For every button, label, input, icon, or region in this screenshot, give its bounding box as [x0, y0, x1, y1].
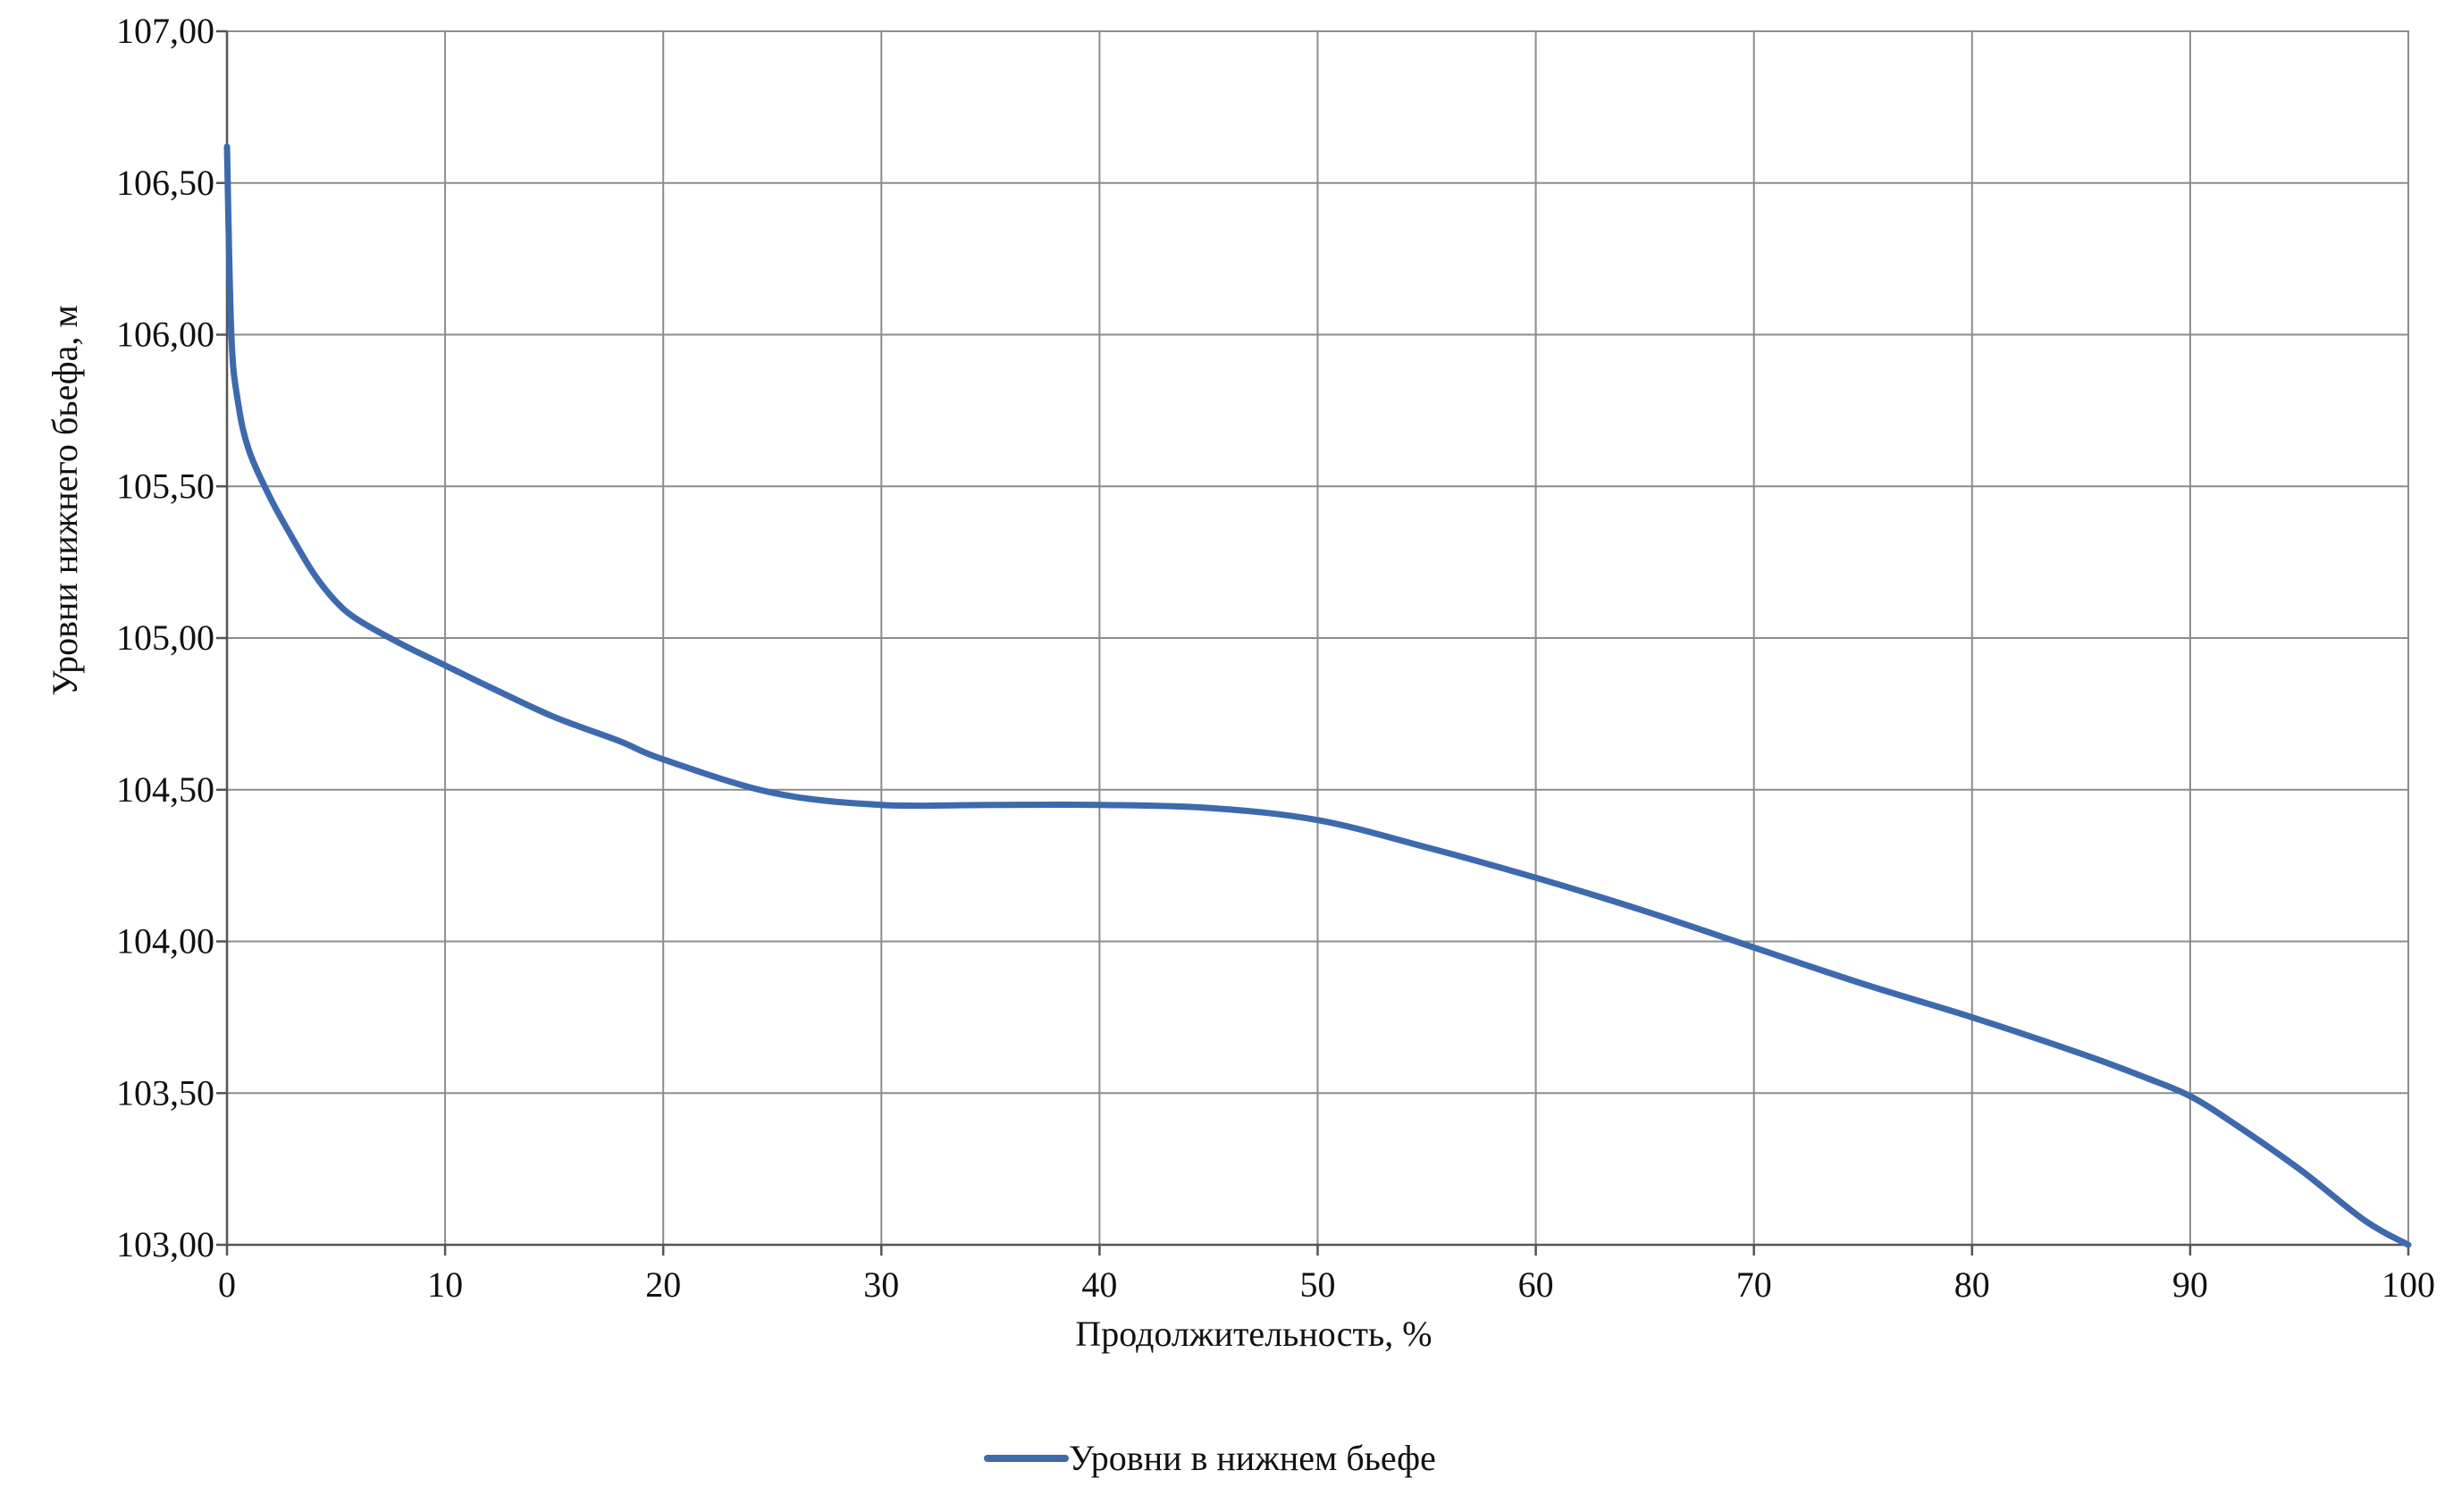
y-tick-label-0: 103,00 [116, 1224, 214, 1264]
series-lines [223, 143, 2412, 1248]
series-line-0 [223, 143, 2412, 1248]
y-tick-label-3: 104,50 [116, 769, 214, 810]
x-tick-label-4: 40 [1081, 1264, 1117, 1305]
y-tick-label-5: 105,50 [116, 466, 214, 506]
x-tick-label-10: 100 [2382, 1264, 2435, 1305]
x-tick-label-1: 10 [427, 1264, 463, 1305]
y-axis-ticks: 103,00 103,50 104,00 104,50 105,00 105,50 106,… [116, 11, 227, 1264]
x-axis-title: Продолжительность, % [1075, 1314, 1432, 1354]
x-tick-label-6: 60 [1518, 1264, 1554, 1305]
y-tick-label-4: 105,00 [116, 617, 214, 658]
x-axis-ticks: 0 10 20 30 40 50 60 70 80 90 100 [218, 1245, 2435, 1305]
x-tick-label-9: 90 [2172, 1264, 2208, 1305]
legend: Уровни в нижнем бьефе [984, 1438, 1436, 1478]
y-tick-label-7: 106,50 [116, 163, 214, 203]
y-axis-title: Уровни нижнего бьефа, м [45, 305, 85, 695]
grid [226, 30, 2409, 1246]
x-tick-label-8: 80 [1954, 1264, 1990, 1305]
y-tick-label-2: 104,00 [116, 921, 214, 962]
x-tick-label-3: 30 [863, 1264, 899, 1305]
legend-label: Уровни в нижнем бьефе [1069, 1438, 1436, 1478]
x-tick-label-0: 0 [218, 1264, 236, 1305]
x-tick-label-5: 50 [1300, 1264, 1336, 1305]
x-tick-label-2: 20 [645, 1264, 681, 1305]
y-tick-label-6: 106,00 [116, 315, 214, 355]
y-tick-label-1: 103,50 [116, 1072, 214, 1113]
x-tick-label-7: 70 [1736, 1264, 1772, 1305]
y-tick-label-8: 107,00 [116, 11, 214, 51]
